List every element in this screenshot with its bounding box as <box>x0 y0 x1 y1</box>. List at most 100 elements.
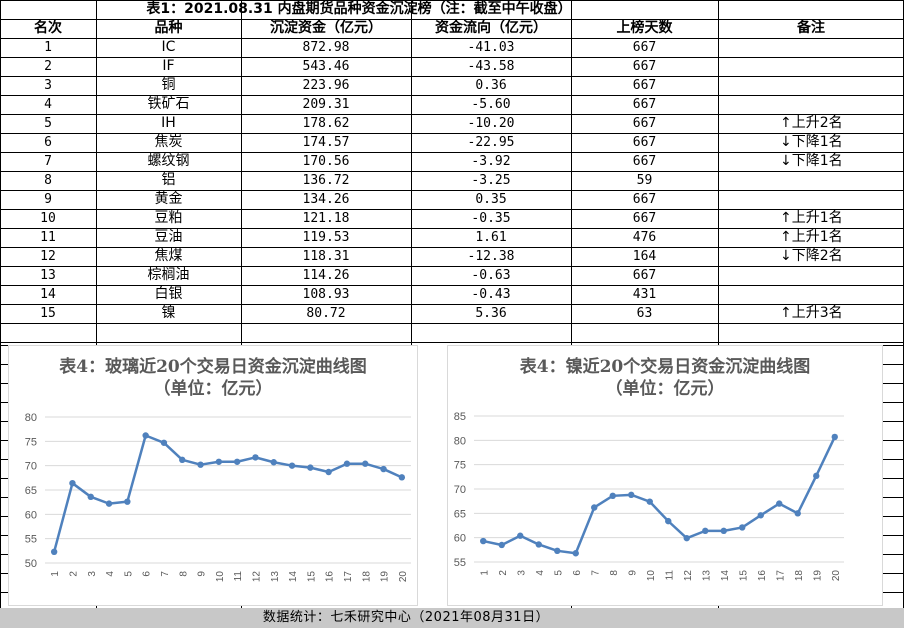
flow-cell: -0.63 <box>471 268 511 283</box>
arrow-up-icon: ↑ <box>780 229 792 245</box>
grid-line <box>0 0 904 1</box>
x-tick-label: 4 <box>105 571 116 577</box>
grid-line <box>411 0 412 345</box>
days-cell: 667 <box>632 59 657 74</box>
arrow-up-icon: ↑ <box>780 210 792 226</box>
name-cell: 焦煤 <box>154 248 183 264</box>
data-point <box>628 491 635 499</box>
data-point <box>270 459 277 466</box>
flow-cell: -3.92 <box>471 154 511 169</box>
data-point <box>609 492 616 500</box>
capital-cell: 108.93 <box>302 287 350 302</box>
days-cell: 667 <box>632 116 657 131</box>
data-point <box>480 537 487 545</box>
y-tick-label: 55 <box>454 557 466 569</box>
data-point <box>197 461 204 468</box>
arrow-up-icon: ↑ <box>780 305 792 321</box>
y-tick-label: 80 <box>454 435 466 447</box>
flow-cell: -22.95 <box>467 135 515 150</box>
grid-line <box>571 0 572 345</box>
note-text: 下降2名 <box>791 248 843 264</box>
table-row: 15 镍 80.72 5.36 63 ↑上升3名 <box>0 304 904 323</box>
note-cell <box>718 190 904 209</box>
flow-cell: 0.36 <box>475 78 507 93</box>
x-tick-label: 10 <box>646 570 657 582</box>
footer-bar <box>0 608 904 628</box>
header-days: 上榜天数 <box>616 20 673 36</box>
x-tick-label: 6 <box>572 570 583 576</box>
x-tick-label: 13 <box>270 571 281 583</box>
x-tick-label: 15 <box>306 571 317 583</box>
capital-cell: 170.56 <box>302 154 350 169</box>
flow-cell: 5.36 <box>475 306 507 321</box>
y-tick-label: 70 <box>454 484 466 496</box>
x-tick-label: 16 <box>325 571 336 583</box>
data-point <box>343 460 351 467</box>
capital-cell: 121.18 <box>302 211 350 226</box>
grid-line <box>0 0 1 628</box>
capital-cell: 174.57 <box>302 135 350 150</box>
note-cell: ↓下降1名 <box>718 152 904 171</box>
days-cell: 667 <box>632 40 657 55</box>
days-cell: 667 <box>632 97 657 112</box>
name-cell: 豆油 <box>154 229 183 245</box>
data-point <box>572 550 579 557</box>
x-tick-label: 6 <box>142 571 153 577</box>
y-tick-label: 85 <box>454 411 466 423</box>
table-row: 7 螺纹钢 170.56 -3.92 667 ↓下降1名 <box>0 152 904 171</box>
x-tick-label: 14 <box>720 570 731 582</box>
x-tick-label: 8 <box>178 571 189 577</box>
series-line <box>52 434 403 553</box>
capital-cell: 136.72 <box>302 173 350 188</box>
arrow-down-icon: ↓ <box>780 153 792 169</box>
days-cell: 59 <box>636 173 653 188</box>
y-tick-label: 65 <box>25 485 37 497</box>
capital-cell: 134.26 <box>302 192 350 207</box>
table-row: 13 棕榈油 114.26 -0.63 667 <box>0 266 904 285</box>
note-cell: ↑上升3名 <box>718 304 904 323</box>
y-tick-label: 75 <box>454 460 466 472</box>
grid-line <box>883 364 904 365</box>
x-tick-label: 12 <box>683 570 694 582</box>
days-cell: 667 <box>632 268 657 283</box>
grid-line <box>0 402 8 403</box>
name-cell: 棕榈油 <box>147 267 190 283</box>
data-point <box>380 465 387 473</box>
rank-cell: 9 <box>44 192 52 207</box>
name-cell: 黄金 <box>154 191 183 207</box>
arrow-up-icon: ↑ <box>780 115 792 131</box>
grid-line <box>0 76 904 77</box>
header-rank: 名次 <box>34 20 62 36</box>
data-point <box>554 547 561 555</box>
y-tick-label: 75 <box>25 436 37 448</box>
name-cell: 焦炭 <box>154 134 183 150</box>
y-tick-label: 60 <box>25 509 37 521</box>
chart-panel-glass: 表4：玻璃近20个交易日资金沉淀曲线图 （单位：亿元） 50 55 60 65 70 75… <box>8 345 418 606</box>
grid-line <box>0 383 8 384</box>
name-cell: 豆粕 <box>154 210 183 226</box>
grid-line <box>0 345 8 346</box>
grid-line <box>883 345 904 346</box>
x-tick-label: 17 <box>775 570 786 582</box>
x-tick-label: 3 <box>87 571 98 577</box>
flow-cell: 1.61 <box>475 230 507 245</box>
data-point <box>50 548 58 556</box>
name-cell: IF <box>162 58 175 74</box>
grid-line <box>0 114 904 115</box>
table-row: 9 黄金 134.26 0.35 667 <box>0 190 904 209</box>
grid-line <box>0 592 8 593</box>
table-row: 2 IF 543.46 -43.58 667 <box>0 57 904 76</box>
data-point <box>535 541 542 548</box>
x-tick-label: 19 <box>812 570 823 582</box>
data-point <box>142 432 149 439</box>
capital-cell: 119.53 <box>302 230 350 245</box>
y-tick-label: 65 <box>454 508 466 520</box>
grid-line <box>0 152 904 153</box>
x-tick-label: 8 <box>609 570 620 576</box>
capital-cell: 178.62 <box>302 116 350 131</box>
data-point <box>591 504 598 511</box>
x-tick-label: 1 <box>50 571 61 577</box>
capital-cell: 209.31 <box>302 97 350 112</box>
note-cell: ↑上升1名 <box>718 209 904 228</box>
